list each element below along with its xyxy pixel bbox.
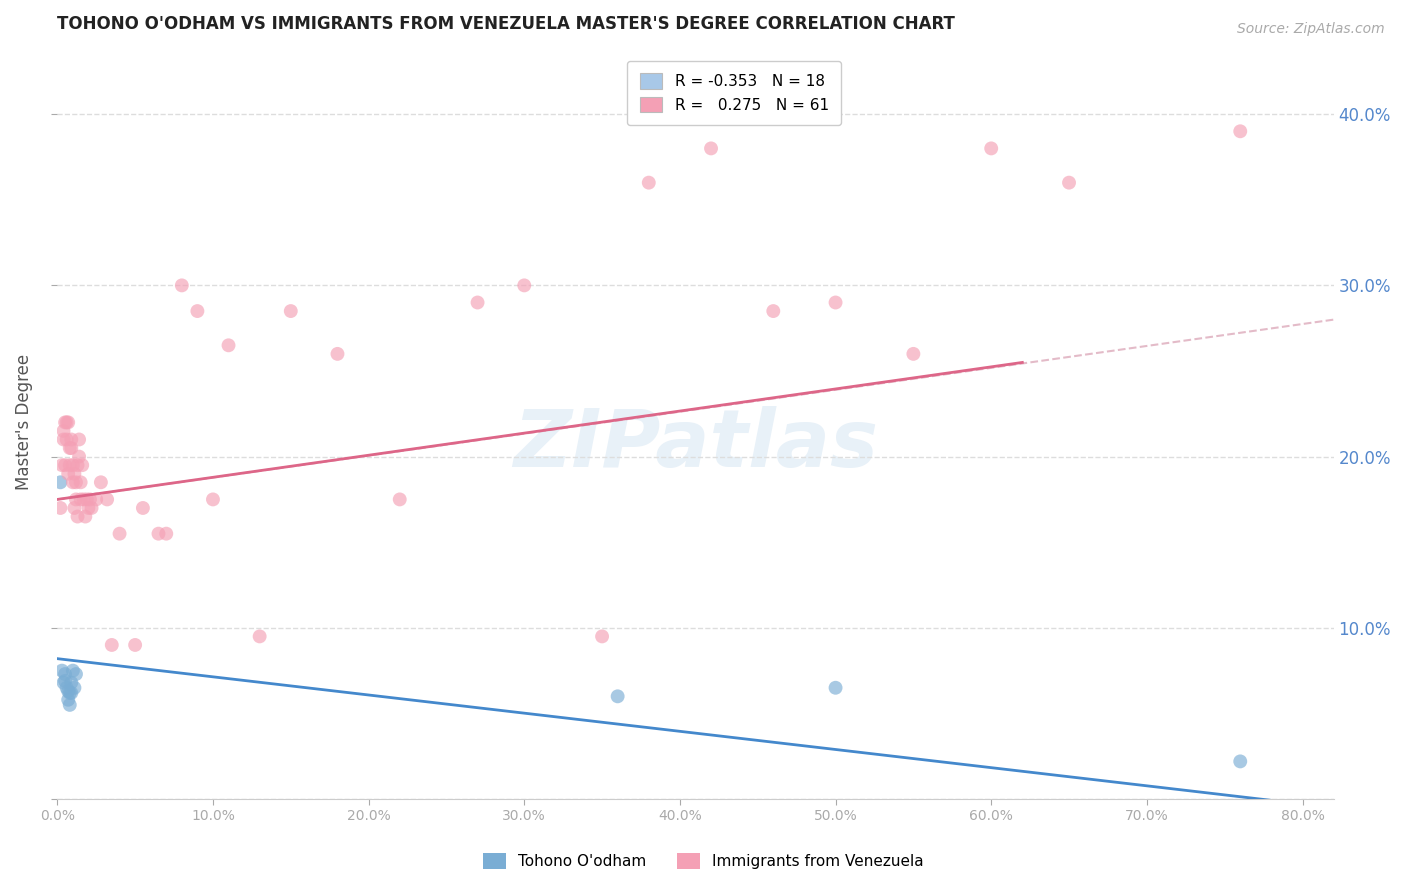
Point [58, 467, 80, 481]
Point [63, 500, 86, 515]
Legend: R = -0.353   N = 18, R =   0.275   N = 61: R = -0.353 N = 18, R = 0.275 N = 61 [627, 61, 841, 125]
Point [65, 492, 87, 507]
Point [186, 304, 208, 318]
Point [66, 509, 89, 524]
Point [90, 475, 112, 490]
Point [62, 458, 84, 472]
Point [69, 475, 91, 490]
Point [55, 433, 77, 447]
Point [148, 526, 170, 541]
Point [155, 526, 177, 541]
Point [63, 467, 86, 481]
Point [51, 664, 73, 678]
Point [75, 509, 97, 524]
Point [249, 629, 271, 643]
Point [124, 638, 146, 652]
Point [700, 141, 723, 155]
Point [59, 458, 82, 472]
Point [80, 500, 103, 515]
Point [101, 638, 124, 652]
Point [49, 475, 72, 490]
Point [76, 492, 98, 507]
Point [62, 664, 84, 678]
Point [903, 347, 925, 361]
Point [96, 492, 118, 507]
Point [53, 667, 76, 681]
Point [467, 295, 489, 310]
Point [53, 673, 76, 688]
Point [53, 458, 76, 472]
Point [280, 304, 302, 318]
Point [52, 675, 75, 690]
Point [55, 416, 77, 430]
Point [79, 492, 101, 507]
Point [591, 629, 613, 643]
Point [58, 684, 80, 698]
Point [606, 690, 628, 704]
Point [66, 458, 89, 472]
Point [84, 492, 107, 507]
Legend: Tohono O'odham, Immigrants from Venezuela: Tohono O'odham, Immigrants from Venezuel… [477, 847, 929, 875]
Point [52, 424, 75, 438]
Point [65, 667, 87, 681]
Point [53, 416, 76, 430]
Point [513, 278, 536, 293]
Point [388, 492, 411, 507]
Point [67, 433, 90, 447]
Point [60, 686, 83, 700]
Point [762, 304, 785, 318]
Point [170, 278, 193, 293]
Point [326, 347, 349, 361]
Point [824, 295, 846, 310]
Point [69, 492, 91, 507]
Point [637, 176, 659, 190]
Point [49, 500, 72, 515]
Point [70, 458, 93, 472]
Point [132, 500, 155, 515]
Point [63, 681, 86, 695]
Point [52, 433, 75, 447]
Point [108, 526, 131, 541]
Point [59, 441, 82, 455]
Point [73, 492, 96, 507]
Point [60, 433, 83, 447]
Text: Source: ZipAtlas.com: Source: ZipAtlas.com [1237, 22, 1385, 37]
Point [1229, 755, 1251, 769]
Y-axis label: Master's Degree: Master's Degree [15, 354, 32, 491]
Point [77, 500, 100, 515]
Point [218, 338, 240, 352]
Point [1057, 176, 1080, 190]
Point [67, 450, 90, 464]
Point [65, 475, 87, 490]
Point [55, 681, 77, 695]
Point [1229, 124, 1251, 138]
Point [60, 675, 83, 690]
Point [51, 458, 73, 472]
Point [980, 141, 1002, 155]
Point [824, 681, 846, 695]
Text: ZIPatlas: ZIPatlas [513, 406, 877, 484]
Point [59, 698, 82, 712]
Point [58, 416, 80, 430]
Point [62, 475, 84, 490]
Point [60, 441, 83, 455]
Point [58, 692, 80, 706]
Text: TOHONO O'ODHAM VS IMMIGRANTS FROM VENEZUELA MASTER'S DEGREE CORRELATION CHART: TOHONO O'ODHAM VS IMMIGRANTS FROM VENEZU… [58, 15, 955, 33]
Point [201, 492, 224, 507]
Point [59, 686, 82, 700]
